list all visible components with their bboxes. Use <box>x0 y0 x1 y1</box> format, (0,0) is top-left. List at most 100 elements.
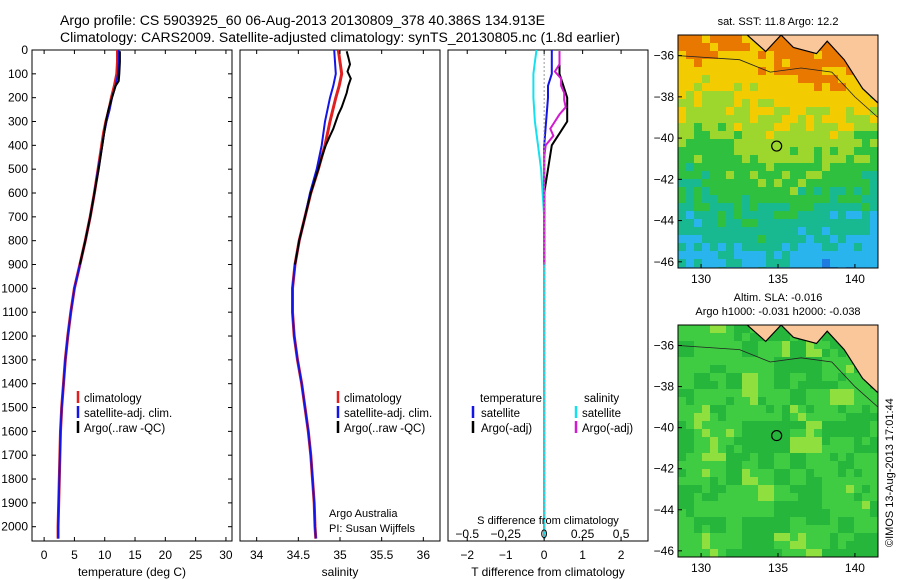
map-cell <box>694 469 702 477</box>
map-cell <box>702 179 710 187</box>
map-cell <box>734 131 742 139</box>
map-cell <box>758 453 766 461</box>
map-cell <box>710 35 718 43</box>
map-cell <box>694 485 702 493</box>
map-cell <box>742 421 750 429</box>
map-cell <box>718 91 726 99</box>
map-cell <box>742 397 750 405</box>
map-cell <box>782 485 790 493</box>
map-cell <box>870 461 878 469</box>
map-cell <box>846 389 854 397</box>
map-cell <box>790 123 798 131</box>
map-cell <box>838 203 846 211</box>
map-cell <box>750 155 758 163</box>
map-cell <box>862 131 870 139</box>
map-cell <box>686 493 694 501</box>
map-cell <box>758 211 766 219</box>
map-cell <box>758 235 766 243</box>
map-cell <box>854 123 862 131</box>
map-cell <box>766 251 774 259</box>
map-cell <box>766 429 774 437</box>
map-cell <box>790 429 798 437</box>
map-cell <box>870 147 878 155</box>
map-cell <box>862 227 870 235</box>
map-cell <box>806 179 814 187</box>
map-cell <box>726 373 734 381</box>
map-cell <box>742 251 750 259</box>
map-cell <box>718 59 726 67</box>
temperature-legend: climatology satellite-adj. clim. Argo(..… <box>76 391 172 435</box>
map-cell <box>742 131 750 139</box>
series-line-argo-raw-qc <box>78 51 121 265</box>
map-cell <box>734 341 742 349</box>
map-cell <box>774 75 782 83</box>
map-cell <box>718 501 726 509</box>
map-cell <box>822 147 830 155</box>
map-cell <box>870 421 878 429</box>
map-cell <box>686 123 694 131</box>
map-cell <box>686 179 694 187</box>
y-tick-label: 1300 <box>1 353 28 367</box>
map-cell <box>734 453 742 461</box>
map-cell <box>854 493 862 501</box>
map-cell <box>710 51 718 59</box>
map-cell <box>774 187 782 195</box>
map-cell <box>782 211 790 219</box>
map-cell <box>734 211 742 219</box>
map-cell <box>710 123 718 131</box>
map-cell <box>774 365 782 373</box>
map-cell <box>686 373 694 381</box>
map-cell <box>774 333 782 341</box>
map-cell <box>678 243 686 251</box>
s-tick-label: −0.25 <box>491 527 522 541</box>
map-cell <box>750 243 758 251</box>
map-cell <box>678 139 686 147</box>
legend-label-satellite: satellite-adj. clim. <box>344 408 432 420</box>
map-cell <box>734 525 742 533</box>
map-cell <box>782 147 790 155</box>
map-cell <box>718 51 726 59</box>
map-cell <box>814 107 822 115</box>
map-cell <box>846 107 854 115</box>
map-cell <box>702 325 710 333</box>
map-cell <box>766 59 774 67</box>
map-cell <box>734 357 742 365</box>
map-cell <box>678 509 686 517</box>
map-cell <box>678 171 686 179</box>
map-cell <box>774 139 782 147</box>
map-cell <box>870 259 878 267</box>
map-cell <box>678 51 686 59</box>
map-cell <box>686 227 694 235</box>
map-cell <box>830 469 838 477</box>
map-cell <box>750 259 758 267</box>
map-cell <box>774 381 782 389</box>
map-cell <box>862 397 870 405</box>
map-cell <box>758 349 766 357</box>
map-cell <box>870 445 878 453</box>
map-cell <box>750 477 758 485</box>
map-cell <box>838 251 846 259</box>
map-cell <box>870 243 878 251</box>
map-cell <box>830 243 838 251</box>
map-cell <box>710 501 718 509</box>
map-cell <box>710 333 718 341</box>
map-cell <box>702 421 710 429</box>
map-cell <box>718 139 726 147</box>
map-cell <box>790 203 798 211</box>
map-cell <box>822 139 830 147</box>
map-cell <box>726 99 734 107</box>
map-cell <box>694 67 702 75</box>
map-cell <box>862 381 870 389</box>
map-cell <box>710 533 718 541</box>
map-cell <box>750 421 758 429</box>
map-cell <box>798 485 806 493</box>
map-cell <box>734 381 742 389</box>
map-cell <box>846 413 854 421</box>
map-cell <box>702 445 710 453</box>
map-cell <box>838 243 846 251</box>
map-cell <box>854 147 862 155</box>
map-cell <box>686 251 694 259</box>
map-cell <box>766 123 774 131</box>
map-cell <box>694 131 702 139</box>
map-cell <box>710 243 718 251</box>
